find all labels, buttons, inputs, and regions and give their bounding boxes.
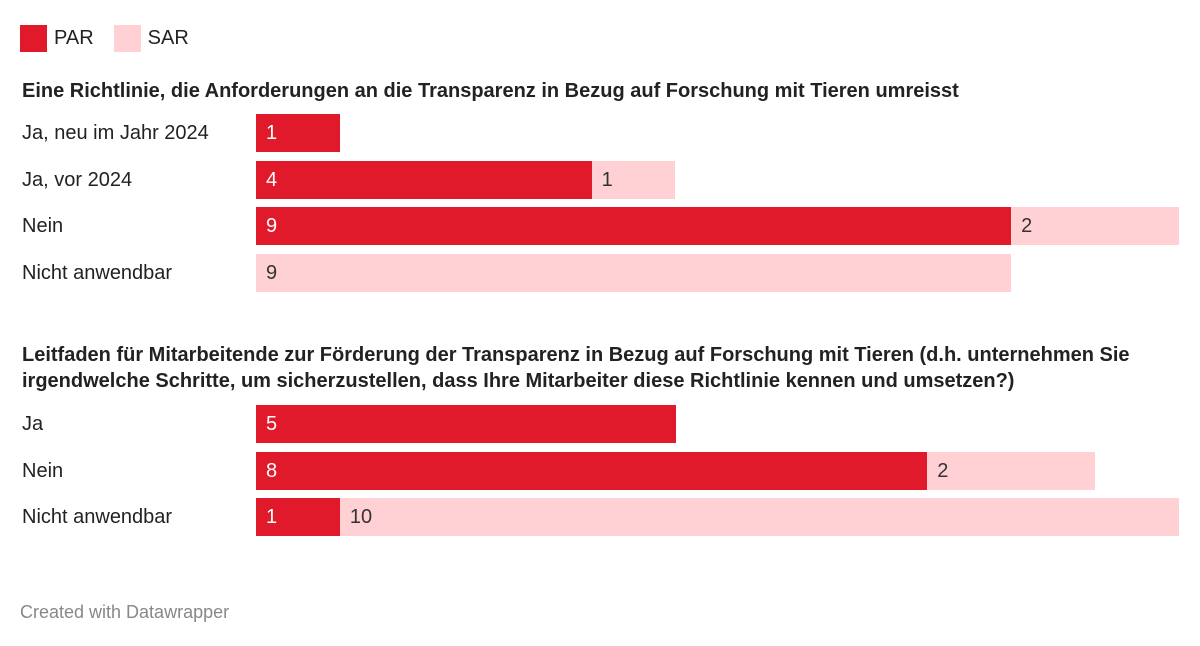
bar-row: Nein 8 2 [22,451,1182,499]
legend-item-sar: SAR [113,25,189,52]
chart-leitfaden: Leitfaden für Mitarbeitende zur Förderun… [22,342,1182,545]
row-label: Nicht anwendbar [22,261,173,284]
value-label-par: 5 [266,413,278,435]
row-label: Ja, vor 2024 [22,168,133,191]
chart-title: Eine Richtlinie, die Anforderungen an di… [22,80,959,102]
legend-item-par: PAR [20,25,94,52]
legend-swatch-sar [113,25,141,52]
bar-segment-par: 1 [256,114,340,152]
stacked-bar: 1 10 [256,498,1179,536]
bar-segment-par: 5 [256,405,676,443]
legend-label-sar: SAR [147,27,189,49]
value-label-par: 1 [266,506,278,528]
value-label-sar: 2 [1021,215,1033,237]
legend: PAR SAR [20,25,209,52]
row-label: Nein [22,215,64,237]
stacked-bar: 5 [256,405,676,443]
bar-row: Ja 5 [22,405,1182,452]
legend-label-par: PAR [54,27,94,49]
stacked-bar: 1 [256,114,340,152]
value-label-sar: 2 [937,459,949,482]
bar-segment-par: 9 [256,207,1012,245]
value-label-par: 4 [266,168,278,191]
chart-title: Leitfaden für Mitarbeitende zur Förderun… [22,344,1130,392]
footer-credit: Created with Datawrapper [20,602,230,622]
row-label: Ja [22,413,44,435]
bar-row: Nicht anwendbar 1 10 [22,498,1182,545]
chart-richtlinie: Eine Richtlinie, die Anforderungen an di… [22,78,1182,300]
bar-segment-sar: 10 [339,498,1179,536]
row-label: Ja, neu im Jahr 2024 [22,122,209,144]
value-label-par: 8 [266,459,278,482]
bar-segment-sar: 2 [927,451,1095,490]
bar-row: Ja, vor 2024 4 1 [22,160,1182,208]
row-label: Nein [22,459,64,482]
bar-row: Ja, neu im Jahr 2024 1 [22,114,1182,161]
legend-swatch-par [20,25,47,52]
value-label-sar: 10 [349,506,373,528]
value-label-sar: 9 [266,261,278,284]
bar-row: Nicht anwendbar 9 [22,253,1182,301]
bar-segment-sar: 2 [1011,207,1179,245]
value-label-par: 1 [266,122,278,144]
bar-segment-sar: 1 [591,160,676,199]
row-label: Nicht anwendbar [22,506,173,528]
bar-segment-sar: 9 [256,253,1012,292]
value-label-par: 9 [266,215,278,237]
bar-segment-par: 4 [256,160,592,199]
bar-segment-par: 8 [256,451,928,490]
stacked-bar: 9 [256,253,1012,292]
bar-segment-par: 1 [256,498,340,536]
value-label-sar: 1 [601,168,613,191]
bar-row: Nein 9 2 [22,207,1182,254]
